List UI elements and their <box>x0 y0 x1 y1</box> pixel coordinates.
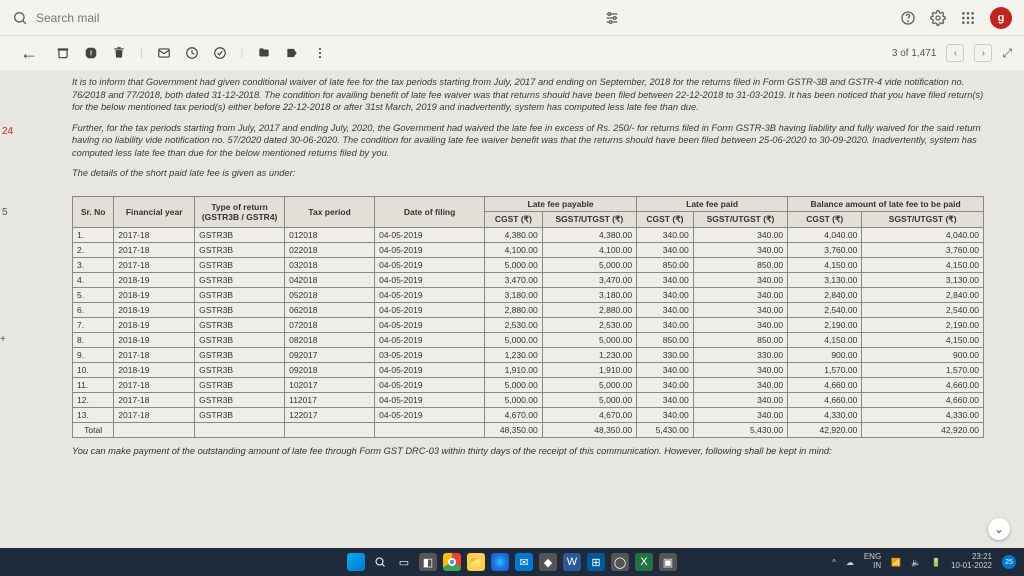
avatar[interactable]: g <box>990 7 1012 29</box>
search-icon[interactable] <box>12 10 28 26</box>
windows-taskbar: ▭ ◧ 📁 ✉ ◆ W ⊞ ◯ X ▣ ^ ☁ ENGIN 📶 🔈 🔋 23:2… <box>0 548 1024 576</box>
widgets-icon[interactable]: ◧ <box>419 553 437 571</box>
taskbar-search-icon[interactable] <box>371 553 389 571</box>
table-row: 1.2017-18GSTR3B01201804-05-20194,380.004… <box>73 227 984 242</box>
help-icon[interactable] <box>900 10 916 26</box>
collapsed-sidebar: 24 5 <box>0 120 15 224</box>
chrome-icon[interactable] <box>443 553 461 571</box>
svg-text:!: ! <box>90 50 92 57</box>
email-body: It is to inform that Government had give… <box>0 70 1024 192</box>
th-dof: Date of filing <box>375 196 485 227</box>
th-pc: CGST (₹) <box>485 211 543 227</box>
th-ds: SGST/UTGST (₹) <box>693 211 787 227</box>
compose-plus[interactable]: + <box>0 334 6 345</box>
sidebar-count-24[interactable]: 24 <box>2 126 13 137</box>
battery-icon[interactable]: 🔋 <box>931 558 941 567</box>
table-row: 11.2017-18GSTR3B10201704-05-20195,000.00… <box>73 377 984 392</box>
table-row: 10.2018-19GSTR3B09201804-05-20191,910.00… <box>73 362 984 377</box>
table-row: 4.2018-19GSTR3B04201804-05-20193,470.003… <box>73 272 984 287</box>
store-icon[interactable]: ⊞ <box>587 553 605 571</box>
snooze-icon[interactable] <box>185 46 199 60</box>
app1-icon[interactable]: ◆ <box>539 553 557 571</box>
table-row: 2.2017-18GSTR3B02201804-05-20194,100.004… <box>73 242 984 257</box>
expand-icon[interactable]: ⤢ <box>1002 46 1012 61</box>
gear-icon[interactable] <box>930 10 946 26</box>
word-icon[interactable]: W <box>563 553 581 571</box>
excel-icon[interactable]: X <box>635 553 653 571</box>
mail-icon[interactable] <box>157 46 171 60</box>
th-bc: CGST (₹) <box>788 211 862 227</box>
taskview-icon[interactable]: ▭ <box>395 553 413 571</box>
next-button[interactable]: › <box>974 44 992 62</box>
archive-icon[interactable] <box>56 46 70 60</box>
th-srno: Sr. No <box>73 196 114 227</box>
move-icon[interactable] <box>257 46 271 60</box>
table-header-row-1: Sr. No Financial year Type of return (GS… <box>73 196 984 211</box>
table-row: 5.2018-19GSTR3B05201804-05-20193,180.003… <box>73 287 984 302</box>
scroll-down-hint[interactable]: ⌄ <box>988 518 1010 540</box>
explorer-icon[interactable]: 📁 <box>467 553 485 571</box>
start-icon[interactable] <box>347 553 365 571</box>
wifi-icon[interactable]: 📶 <box>891 558 901 567</box>
search-input[interactable] <box>36 11 236 25</box>
edge-icon[interactable] <box>491 553 509 571</box>
th-ps: SGST/UTGST (₹) <box>542 211 636 227</box>
topbar-right: g <box>900 7 1012 29</box>
language-indicator[interactable]: ENGIN <box>864 553 881 571</box>
apps-icon[interactable] <box>960 10 976 26</box>
task-icon[interactable] <box>213 46 227 60</box>
tray-chevron-icon[interactable]: ^ <box>832 558 836 567</box>
th-fy: Financial year <box>114 196 195 227</box>
th-payable: Late fee payable <box>485 196 637 211</box>
th-dc: CGST (₹) <box>637 211 694 227</box>
table-row: 13.2017-18GSTR3B12201704-05-20194,670.00… <box>73 407 984 422</box>
mail-toolbar: ← ! | | 3 of 1,471 ‹ › ⤢ <box>0 36 1024 70</box>
sidebar-count-5[interactable]: 5 <box>2 207 13 218</box>
app2-icon[interactable]: ▣ <box>659 553 677 571</box>
th-paid: Late fee paid <box>637 196 788 211</box>
toolbar-right: 3 of 1,471 ‹ › ⤢ <box>892 44 1012 62</box>
late-fee-table: Sr. No Financial year Type of return (GS… <box>72 196 984 438</box>
delete-icon[interactable] <box>112 46 126 60</box>
th-period: Tax period <box>285 196 375 227</box>
clock[interactable]: 23:2110-01-2022 <box>951 553 992 571</box>
table-row: 9.2017-18GSTR3B09201703-05-20191,230.001… <box>73 347 984 362</box>
gmail-topbar: g <box>0 0 1024 36</box>
message-counter: 3 of 1,471 <box>892 48 936 59</box>
back-button[interactable]: ← <box>20 43 38 64</box>
paragraph-2: Further, for the tax periods starting fr… <box>72 122 984 160</box>
search-region <box>12 10 900 26</box>
outlook-icon[interactable]: ✉ <box>515 553 533 571</box>
tune-icon[interactable] <box>604 10 620 26</box>
table-row: 6.2018-19GSTR3B06201804-05-20192,880.002… <box>73 302 984 317</box>
spam-icon[interactable]: ! <box>84 46 98 60</box>
label-icon[interactable] <box>285 46 299 60</box>
notification-badge[interactable]: 25 <box>1002 555 1016 569</box>
volume-icon[interactable]: 🔈 <box>911 558 921 567</box>
th-bs: SGST/UTGST (₹) <box>862 211 984 227</box>
table-row: 7.2018-19GSTR3B07201804-05-20192,530.002… <box>73 317 984 332</box>
th-balance: Balance amount of late fee to be paid <box>788 196 984 211</box>
more-icon[interactable] <box>313 46 327 60</box>
table-row: 8.2018-19GSTR3B08201804-05-20195,000.005… <box>73 332 984 347</box>
footer-note: You can make payment of the outstanding … <box>0 444 1024 456</box>
table-row: 3.2017-18GSTR3B03201804-05-20195,000.005… <box>73 257 984 272</box>
paragraph-1: It is to inform that Government had give… <box>72 76 984 114</box>
paragraph-3: The details of the short paid late fee i… <box>72 167 984 180</box>
table-row: 12.2017-18GSTR3B11201704-05-20195,000.00… <box>73 392 984 407</box>
tray-onedrive-icon[interactable]: ☁ <box>846 558 854 567</box>
system-tray[interactable]: ^ ☁ ENGIN 📶 🔈 🔋 23:2110-01-2022 25 <box>832 553 1016 571</box>
prev-button[interactable]: ‹ <box>946 44 964 62</box>
office-icon[interactable]: ◯ <box>611 553 629 571</box>
table-total-row: Total48,350.0048,350.005,430.005,430.004… <box>73 422 984 437</box>
th-type: Type of return (GSTR3B / GSTR4) <box>195 196 285 227</box>
